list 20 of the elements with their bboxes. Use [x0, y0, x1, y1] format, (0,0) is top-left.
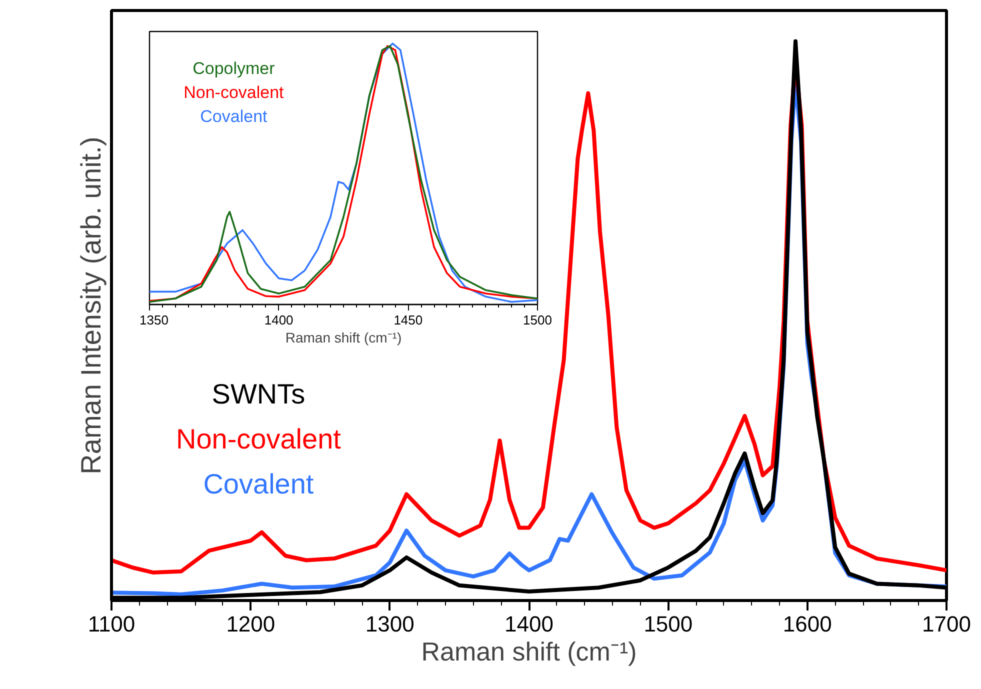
- x-tick-label: 1500: [523, 312, 552, 328]
- x-tick-label: 1350: [140, 312, 168, 328]
- x-tick-label: 1450: [394, 312, 423, 328]
- x-axis-title: Raman shift (cm⁻¹): [285, 330, 402, 346]
- x-tick-label: 1700: [922, 612, 971, 636]
- x-tick-label: 1200: [226, 612, 276, 636]
- x-tick-label: 1400: [264, 312, 294, 328]
- text: Non-covalent: [184, 82, 284, 102]
- text: SWNTs: [212, 378, 306, 410]
- text: Covalent: [203, 468, 314, 500]
- x-axis-title: Raman shift (cm⁻¹): [421, 636, 637, 666]
- x-tick-label: 1500: [644, 612, 693, 636]
- x-tick-label: 1400: [504, 612, 554, 636]
- text: Copolymer: [192, 58, 276, 78]
- y-axis-title: Raman Intensity (arb. unit.): [76, 136, 106, 474]
- x-tick-label: 1300: [365, 612, 414, 636]
- text: Non-covalent: [176, 424, 342, 454]
- text: Covalent: [200, 106, 268, 126]
- x-tick-label: 1100: [88, 612, 136, 636]
- x-tick-label: 1600: [782, 612, 832, 636]
